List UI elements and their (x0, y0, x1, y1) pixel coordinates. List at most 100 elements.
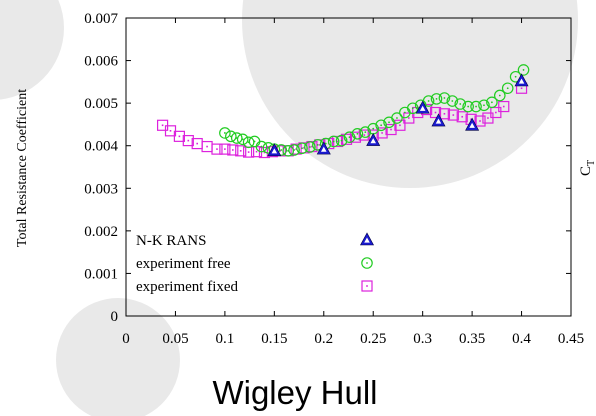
data-point-circle-dot (435, 97, 438, 100)
data-point-square-box (340, 133, 353, 145)
data-point-circle-dot (364, 131, 367, 133)
data-point-circle-ring (282, 145, 294, 157)
legend-marker-circle (361, 257, 373, 269)
data-point-square-dot (470, 118, 472, 121)
legend-marker-triangle-inner (364, 237, 370, 243)
data-point-circle-ring (225, 130, 237, 143)
data-point-square-dot (408, 117, 410, 119)
data-point-circle-ring (288, 144, 300, 156)
data-point-circle-ring (493, 89, 506, 102)
x-tick-label: 0.45 (558, 331, 584, 347)
data-point-circle (335, 134, 348, 147)
data-point-circle-ring (446, 95, 459, 107)
data-point-square (394, 119, 406, 131)
data-point-circle (422, 95, 435, 107)
data-point-square-dot (381, 132, 383, 134)
data-point-square-dot (520, 87, 523, 90)
x-tick-label: 0.25 (360, 331, 386, 347)
data-point-circle-dot (372, 127, 375, 130)
data-point-triangle (316, 141, 331, 155)
legend-marker-circle-ring (361, 257, 373, 269)
data-point-square-box (219, 143, 231, 155)
data-point-square-dot (354, 136, 357, 138)
legend-label: experiment free (136, 256, 231, 272)
data-point-circle-dot (241, 138, 244, 141)
data-point-circle-ring (359, 126, 372, 138)
side-label: C T (578, 160, 596, 176)
data-point-square-dot (336, 140, 339, 143)
data-point-square-box (385, 123, 397, 136)
background-circle-left (0, 0, 64, 100)
data-point-circle (351, 127, 364, 140)
background-circle-large (242, 0, 578, 188)
data-point-triangle (267, 143, 282, 157)
data-point-square-dot (178, 135, 181, 138)
data-point-square-dot (224, 148, 226, 150)
data-point-circle-dot (324, 142, 327, 145)
y-tick-label: 0.004 (84, 139, 118, 155)
data-point-circle-ring (438, 92, 451, 104)
x-tick-label: 0 (122, 331, 130, 347)
data-point-square-dot (187, 139, 190, 142)
data-point-square (447, 109, 459, 121)
y-axis-label: Total Resistance Coefficient (15, 89, 30, 247)
data-point-square-box (182, 135, 194, 147)
data-point-square (235, 145, 247, 157)
data-point-square-dot (263, 151, 266, 154)
y-tick-labels: 0 0.001 0.002 0.003 0.004 0.005 0.006 0.007 (84, 11, 118, 325)
data-point-square-box (474, 115, 486, 127)
data-point-circle-ring (462, 100, 474, 113)
data-point-triangle (366, 132, 381, 146)
x-tick-label: 0.3 (413, 331, 432, 347)
data-point-triangle (415, 100, 430, 114)
data-point-square (219, 143, 231, 155)
series-triangle (267, 73, 529, 157)
data-point-circle (225, 130, 237, 143)
data-point-triangle (465, 117, 480, 131)
data-point-square-box (290, 143, 302, 155)
data-point-square (182, 135, 194, 147)
side-label-main: C (578, 166, 594, 176)
data-point-triangle-inner (320, 146, 327, 152)
data-point-circle-ring (501, 82, 514, 95)
data-point-square (498, 100, 510, 113)
data-point-square (201, 140, 213, 153)
data-point-square (349, 131, 362, 143)
data-point-square-dot (239, 150, 242, 152)
x-tick-labels: 0 0.05 0.1 0.15 0.2 0.25 0.3 0.35 0.4 0.45 (122, 331, 584, 347)
data-point-square-dot (303, 147, 305, 149)
data-point-triangle (431, 113, 446, 127)
data-point-square-dot (452, 114, 455, 116)
data-point-circle-dot (467, 105, 470, 108)
data-point-circle-ring (327, 135, 340, 148)
data-point-circle (296, 142, 308, 155)
data-point-circle (343, 131, 356, 143)
data-point-circle-dot (490, 101, 493, 104)
data-point-square-box (394, 119, 406, 131)
data-point-square-dot (319, 144, 321, 146)
legend-label: experiment fixed (136, 279, 239, 295)
data-point-circle (359, 126, 372, 138)
data-point-circle-ring (486, 96, 498, 109)
data-point-circle-dot (348, 136, 351, 139)
data-point-circle (493, 89, 506, 102)
data-point-square-box (235, 145, 247, 157)
data-point-square (227, 144, 239, 156)
data-point-square-dot (461, 115, 464, 118)
data-point-circle-dot (309, 146, 311, 148)
data-point-square-box (490, 106, 502, 119)
data-point-circle-ring (351, 127, 364, 140)
data-point-square-dot (247, 151, 250, 153)
x-tick-label: 0.4 (512, 331, 531, 347)
data-point-square-box (349, 131, 362, 143)
data-point-circle (462, 100, 474, 113)
data-point-square-box (438, 108, 451, 120)
data-point-circle (430, 93, 443, 105)
data-point-circle-dot (514, 75, 517, 78)
data-point-circle (304, 141, 316, 153)
data-point-triangle (514, 73, 529, 87)
legend-marker-square-box (361, 280, 373, 292)
data-point-square-dot (295, 148, 297, 150)
data-point-circle (501, 82, 514, 95)
